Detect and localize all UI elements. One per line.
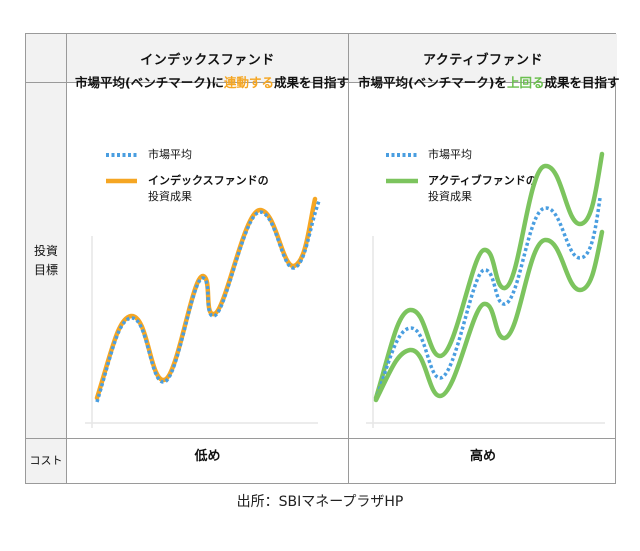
active-legend-fund-line1: アクティブファンドの	[428, 174, 537, 187]
goal-label-cell: 投資 目標	[26, 83, 66, 438]
corner-cell	[26, 34, 66, 83]
source-caption: 出所：SBIマネープラザHP	[236, 494, 404, 510]
goal-label-line1: 投資	[33, 243, 58, 258]
label-column-divider	[66, 34, 67, 483]
header-active-fund: アクティブファンド	[422, 53, 544, 68]
fund-column-divider	[348, 34, 349, 483]
header-active-cell: アクティブファンド	[349, 34, 617, 83]
index-legend-fund-line2: 投資成果	[148, 190, 192, 203]
index-legend-market: 市場平均	[148, 148, 192, 161]
cost-label-cell: コスト	[26, 438, 66, 483]
index-goal-title: 市場平均(ベンチマーク)に連動する成果を目指す	[75, 72, 349, 91]
index-legend-fund-line1: インデックスファンドの	[148, 174, 269, 187]
active-market-line	[374, 197, 602, 401]
index-title-post: 成果を目指す	[273, 75, 349, 90]
cost-divider	[26, 438, 615, 439]
index-title-pre: 市場平均(ベンチマーク)に	[75, 75, 224, 90]
active-title-pre: 市場平均(ベンチマーク)を	[358, 75, 507, 90]
header-index-fund: インデックスファンド	[140, 53, 275, 68]
active-title-post: 成果を目指す	[544, 75, 620, 90]
index-title-highlight: 連動する	[223, 75, 274, 90]
goal-label-line2: 目標	[33, 262, 58, 277]
cost-label: コスト	[29, 454, 63, 467]
header-index-cell: インデックスファンド	[66, 34, 349, 83]
header-divider	[26, 82, 615, 83]
active-goal-title: 市場平均(ベンチマーク)を上回る成果を目指す	[358, 72, 619, 91]
active-title-highlight: 上回る	[506, 75, 545, 90]
active-legend-fund-line2: 投資成果	[428, 190, 472, 203]
active-legend-market: 市場平均	[428, 148, 472, 161]
active-cost-value: 高め	[469, 448, 496, 464]
comparison-table: インデックスファンド アクティブファンド 投資 目標 コスト	[25, 33, 617, 484]
active-fund-upper-line	[373, 151, 605, 401]
active-fund-lower-line	[373, 229, 605, 403]
index-cost-value: 低め	[194, 448, 221, 464]
